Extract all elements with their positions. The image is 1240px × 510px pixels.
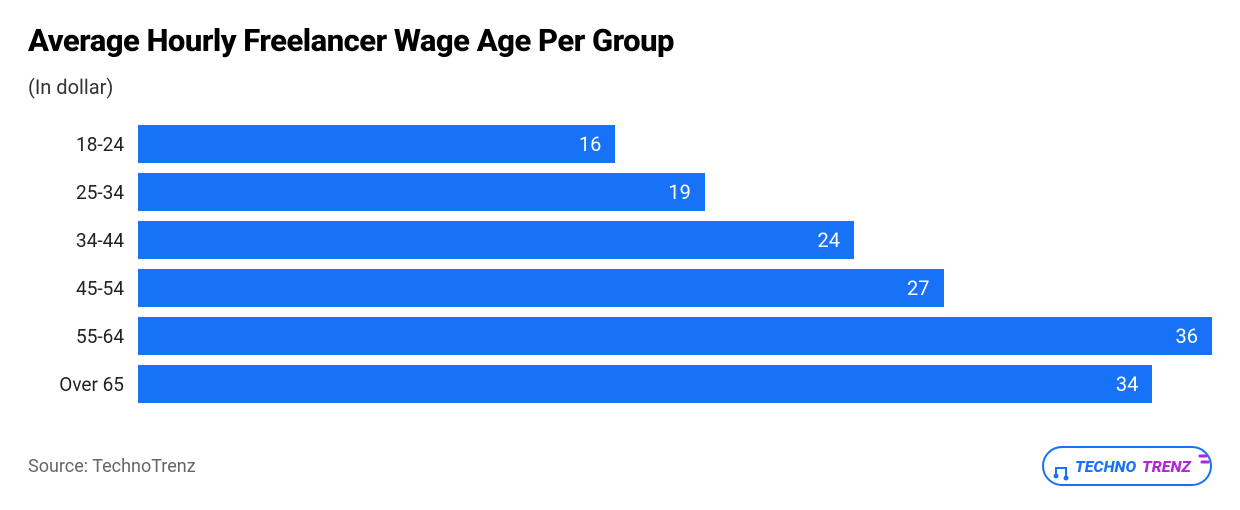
brand-logo: TECHNO TRENZ <box>1042 446 1212 486</box>
bar-value-label: 36 <box>1176 324 1198 348</box>
bar-track: 19 <box>138 173 1212 211</box>
bar: 16 <box>138 125 615 163</box>
bar: 19 <box>138 173 705 211</box>
bar-track: 16 <box>138 125 1212 163</box>
svg-text:TRENZ: TRENZ <box>1142 457 1192 476</box>
bar: 36 <box>138 317 1212 355</box>
category-label: 25-34 <box>28 181 138 204</box>
bar-value-label: 34 <box>1116 372 1138 396</box>
chart-footer: Source: TechnoTrenz TECHNO TRENZ <box>28 446 1212 486</box>
source-text: Source: TechnoTrenz <box>28 456 196 477</box>
chart-container: Average Hourly Freelancer Wage Age Per G… <box>0 0 1240 510</box>
category-label: 55-64 <box>28 325 138 348</box>
bar-chart: 18-24 16 25-34 19 34-44 24 45-54 27 55-64 36 Over … <box>28 125 1212 403</box>
category-label: 18-24 <box>28 133 138 156</box>
bar-track: 36 <box>138 317 1212 355</box>
bar-row: 45-54 27 <box>28 269 1212 307</box>
svg-text:TECHNO: TECHNO <box>1075 457 1136 476</box>
bar-row: 25-34 19 <box>28 173 1212 211</box>
bar: 34 <box>138 365 1152 403</box>
category-label: Over 65 <box>28 373 138 396</box>
bar-value-label: 27 <box>907 276 929 300</box>
category-label: 45-54 <box>28 277 138 300</box>
bar-track: 34 <box>138 365 1212 403</box>
chart-title: Average Hourly Freelancer Wage Age Per G… <box>28 22 1212 59</box>
bar-row: 34-44 24 <box>28 221 1212 259</box>
bar-value-label: 24 <box>818 228 840 252</box>
bar-row: Over 65 34 <box>28 365 1212 403</box>
bar-track: 24 <box>138 221 1212 259</box>
bar: 27 <box>138 269 944 307</box>
chart-subtitle: (In dollar) <box>28 75 1212 99</box>
bar-row: 18-24 16 <box>28 125 1212 163</box>
bar-row: 55-64 36 <box>28 317 1212 355</box>
category-label: 34-44 <box>28 229 138 252</box>
bar: 24 <box>138 221 854 259</box>
bar-value-label: 16 <box>579 132 601 156</box>
bar-value-label: 19 <box>668 180 690 204</box>
bar-track: 27 <box>138 269 1212 307</box>
technotrenz-logo-icon: TECHNO TRENZ <box>1042 446 1212 486</box>
